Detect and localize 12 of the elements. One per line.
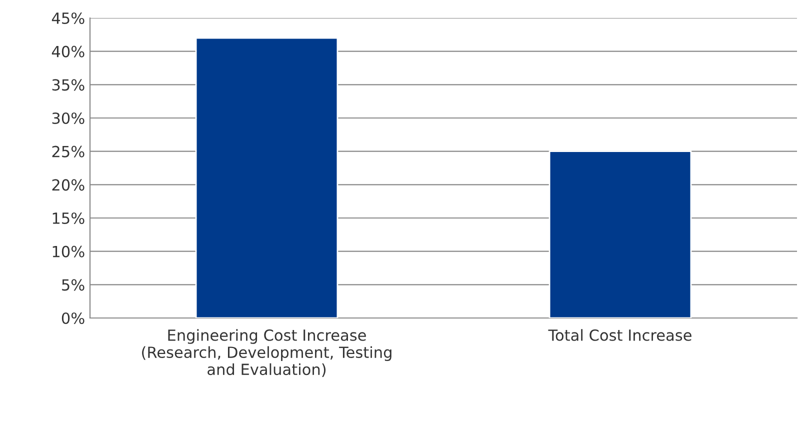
y-tick-label: 15% — [52, 212, 84, 224]
y-tick-label: 0% — [62, 312, 84, 324]
y-tick-label: 45% — [52, 12, 84, 24]
y-tick-label: 5% — [62, 279, 84, 291]
y-tick-label: 40% — [52, 46, 84, 58]
y-tick-label: 10% — [52, 246, 84, 258]
y-tick-label: 20% — [52, 179, 84, 191]
y-tick-label: 35% — [52, 79, 84, 91]
x-tick-label: Total Cost Increase — [548, 329, 692, 341]
y-tick-label: 30% — [52, 112, 84, 124]
x-tick-label: Engineering Cost Increase (Research, Development, Testing and Evaluation) — [142, 329, 392, 377]
y-tick-label: 25% — [52, 146, 84, 158]
